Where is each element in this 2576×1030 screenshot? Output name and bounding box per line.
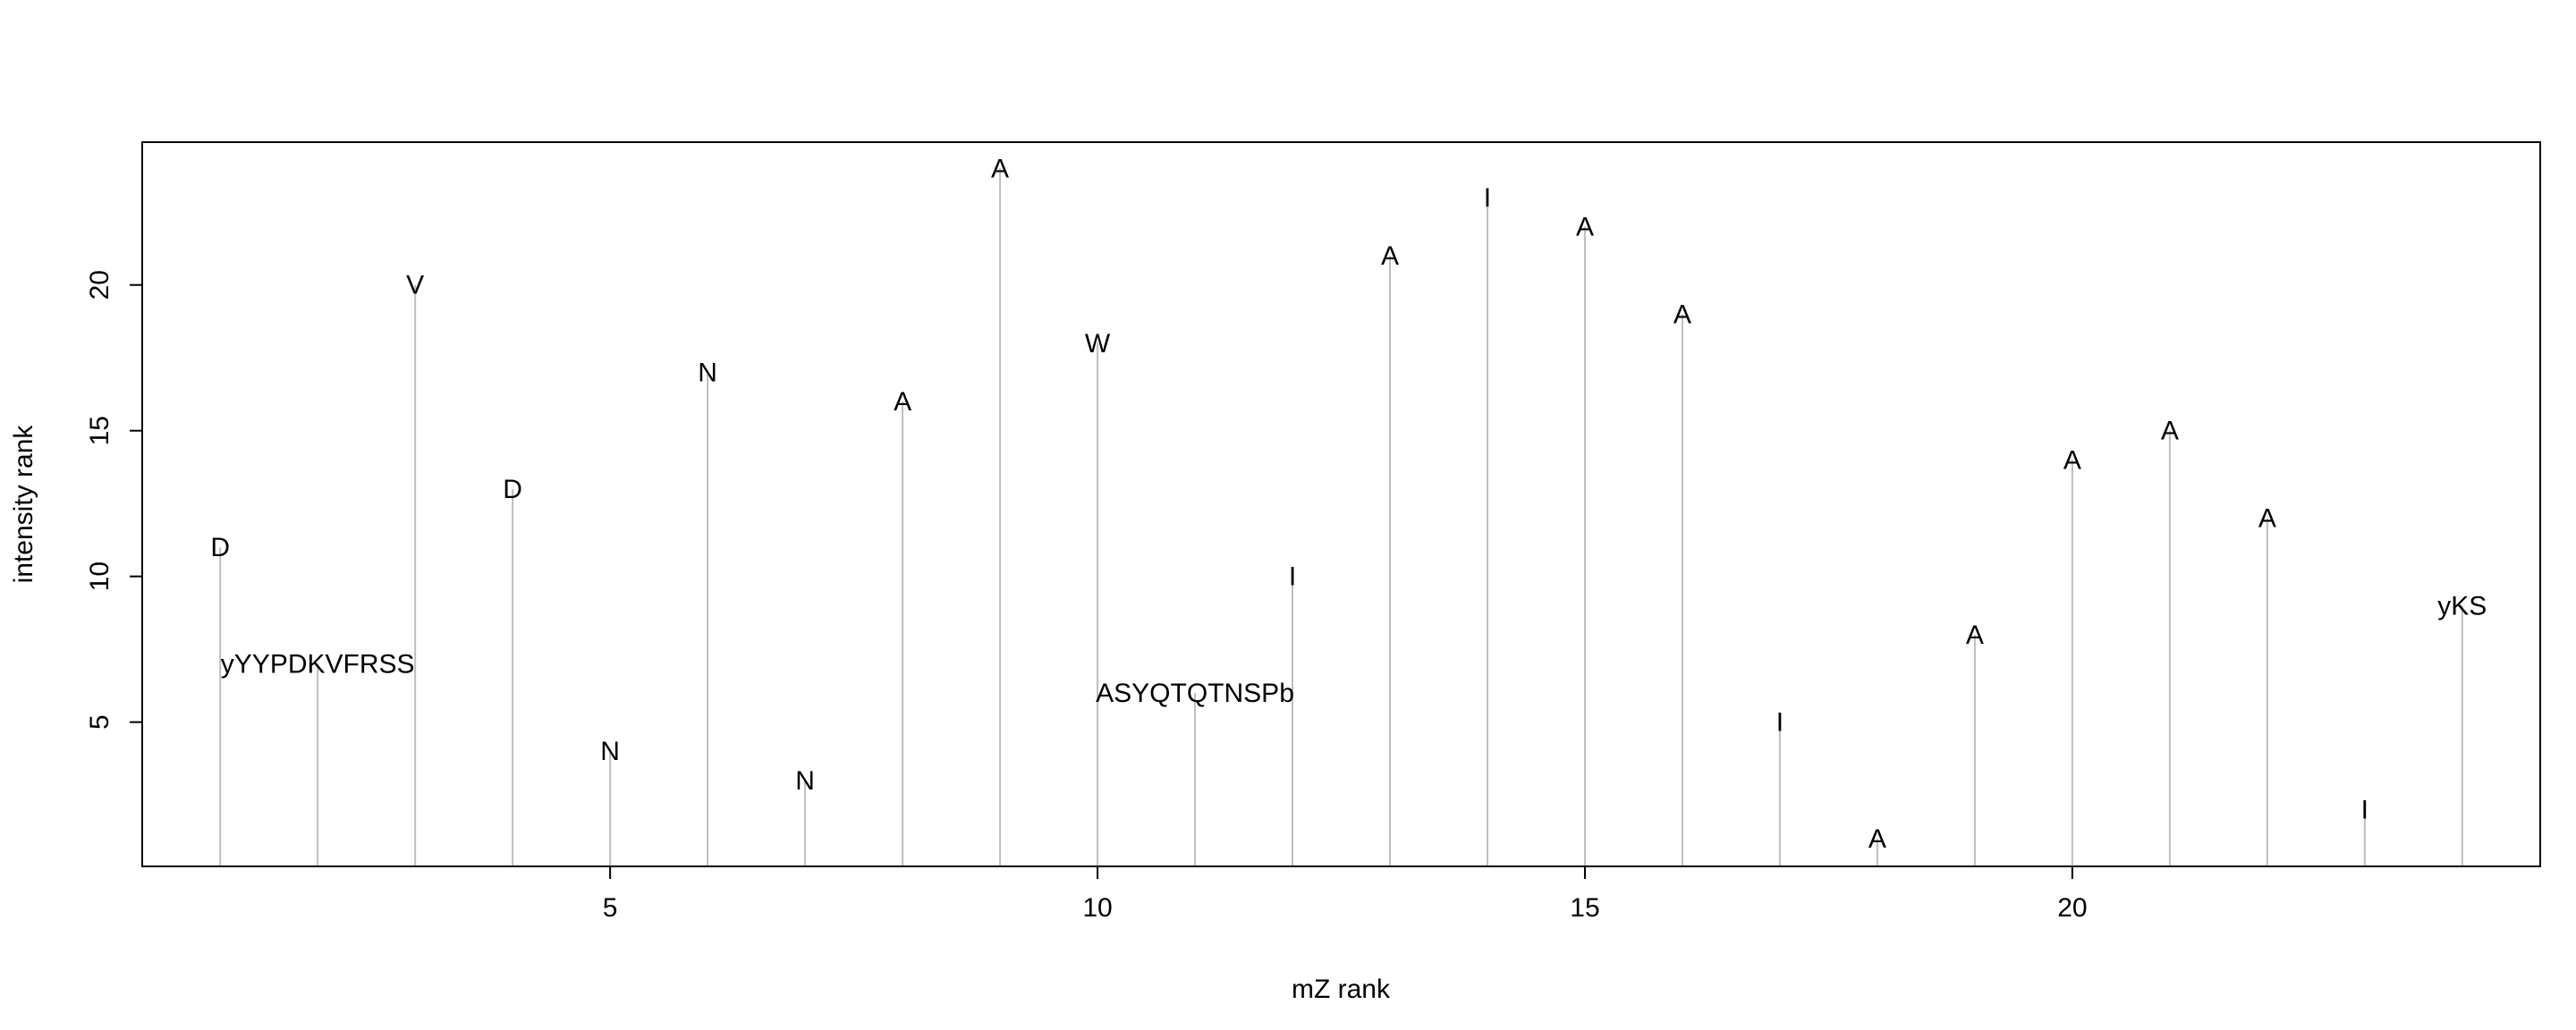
peak-label-23: I — [2361, 795, 2368, 824]
peak-label-14: I — [1484, 183, 1491, 213]
y-tick-label-20: 20 — [85, 270, 114, 300]
x-tick-label-5: 5 — [603, 893, 618, 923]
peak-label-5: N — [600, 737, 620, 766]
plot-frame — [141, 141, 2541, 867]
peak-label-9: A — [991, 154, 1009, 183]
y-tick-label-10: 10 — [85, 561, 114, 591]
peak-label-19: A — [1966, 621, 1984, 650]
peak-label-13: A — [1381, 241, 1399, 271]
y-tick-label-5: 5 — [85, 714, 114, 730]
peak-label-4: D — [503, 475, 522, 504]
y-axis-title: intensity rank — [9, 425, 38, 584]
x-axis: 5 10 15 20 — [603, 866, 2088, 923]
peak-label-15: A — [1576, 213, 1594, 242]
peak-label-2: yYYPDKVFRSS — [221, 649, 415, 679]
peak-label-10: W — [1085, 329, 1111, 359]
x-tick-label-20: 20 — [2057, 893, 2087, 923]
y-axis: 5 10 15 20 — [85, 270, 142, 730]
peak-label-3: V — [406, 271, 424, 300]
peak-label-20: A — [2063, 445, 2081, 475]
peak-label-12: I — [1289, 562, 1296, 592]
peak-label-6: N — [698, 359, 717, 388]
x-tick-label-15: 15 — [1570, 893, 1599, 923]
x-axis-title: mZ rank — [1292, 975, 1391, 1004]
peak-label-1: D — [210, 533, 230, 562]
peak-label-16: A — [1674, 300, 1691, 329]
stem-layer — [219, 168, 2463, 866]
y-tick-label-15: 15 — [85, 416, 114, 445]
peak-label-18: A — [1868, 824, 1886, 854]
x-tick-label-10: 10 — [1082, 893, 1112, 923]
peak-label-17: I — [1776, 708, 1784, 738]
peak-label-22: A — [2258, 503, 2276, 533]
peak-label-24: yKS — [2437, 591, 2487, 621]
peak-label-11: ASYQTQTNSPb — [1096, 679, 1294, 708]
peak-label-21: A — [2161, 417, 2179, 446]
peak-label-7: N — [795, 766, 815, 796]
peak-label-8: A — [894, 387, 911, 417]
